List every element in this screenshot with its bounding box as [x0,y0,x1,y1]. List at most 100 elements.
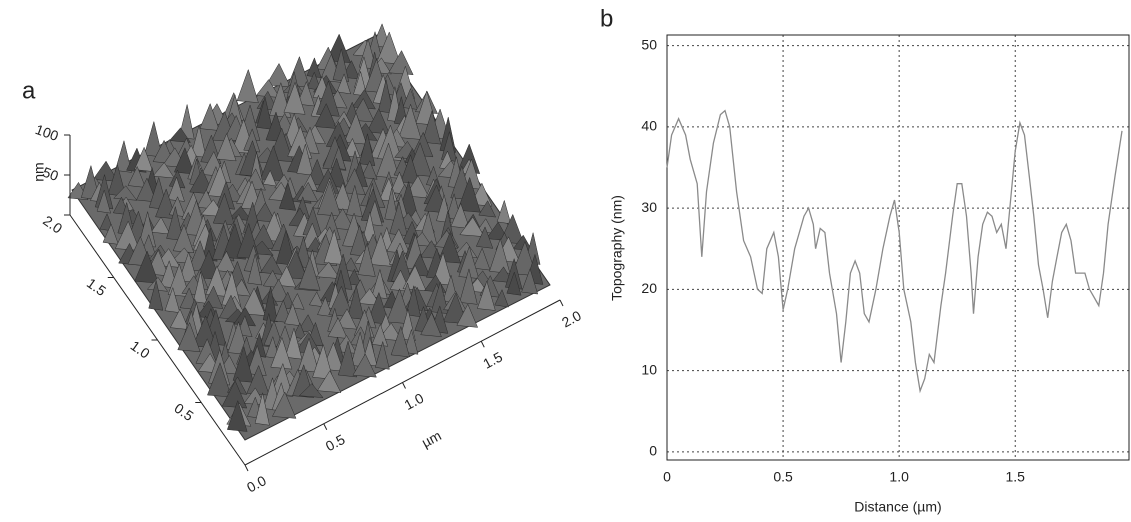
surface-peak [403,328,419,355]
surface-peak [405,285,421,318]
y-tick-label: 30 [641,199,657,215]
surface-peak [420,311,442,338]
surface-peak [254,392,270,426]
surface-peak [298,256,321,291]
profile-line [666,109,1123,394]
x-tick-label: 1.5 [1006,469,1026,485]
x-tick-label: 0 [663,469,671,485]
surface-peak [343,111,367,145]
surface-peak [367,291,390,325]
surface-peak [226,399,248,432]
surface-peak [215,132,237,162]
x-tick [402,382,406,389]
surface-peak [298,383,324,398]
surface-peak [317,296,333,317]
surface-peak [144,120,163,158]
surface-peak [384,187,399,222]
surface-peak [312,343,334,380]
surface-peak [336,73,352,95]
surface-peak [271,391,297,419]
surface-peak [357,242,376,277]
surface-peak [262,169,277,187]
surface-peak [377,79,394,114]
surface-peak [196,249,221,280]
surface-peak [496,199,512,225]
surface-peak [315,261,341,279]
surface-peak [353,70,368,97]
surface-peak [432,251,453,286]
surface-peak [215,250,237,273]
x-tick-label: 0.5 [323,431,348,454]
surface-peak [361,160,378,180]
panel-label: b [600,5,613,32]
surface-peak [386,288,412,325]
surface-peak [296,80,315,107]
surface-peak [459,216,485,237]
plot-frame [666,34,1130,461]
surface-peak [169,308,190,330]
surface-peak [314,102,338,129]
surface-peak [177,321,201,353]
surface-peak [388,50,414,76]
surface-peak [178,251,198,283]
surface-peak [256,96,273,130]
surface-peak [236,68,259,103]
surface-peak [349,224,369,257]
surface-peak [207,362,232,398]
surface-peak [400,153,420,185]
surface-peak [398,103,422,140]
profile-chart: b 0 10 20 30 40 50 0 0.5 1.0 1.5 Distance (µm) Topog… [600,5,1130,515]
surface-peak [378,322,403,342]
surface-peak [102,223,119,245]
surface-peak [337,340,358,378]
surface-peak [369,231,392,267]
surface-peak [306,71,322,91]
surface-peak [308,291,324,308]
surface-peak [335,308,358,330]
x-tick [480,341,485,348]
y-tick-label: 0.5 [171,400,196,424]
surface-peak [292,322,307,340]
surface-peak [283,81,306,115]
y-axis-label: Topography (nm) [609,195,625,301]
surface-peak [317,370,342,393]
surface-peak [475,226,494,249]
surface-peak [476,280,496,311]
y-tick-label: 2.0 [40,212,65,236]
surface-peak [357,288,381,306]
surface-peak [456,303,479,328]
surface-peak [150,216,171,235]
surface-peak [352,353,377,378]
surface-peak [343,137,361,158]
surface-peak [421,109,442,145]
surface-peak [390,325,410,358]
surface-peak [506,271,522,296]
x-tick-label: 1.0 [402,390,427,413]
y-tick-label: 1.5 [84,275,109,299]
surface-peak [376,31,401,65]
surface-peak [115,139,133,173]
x-tick [244,464,249,472]
surface-peak [472,247,491,271]
surface-peak [511,240,537,276]
x-tick-label: 1.5 [480,348,505,371]
surface-peak [167,263,190,297]
y-tick-label: 20 [641,280,657,296]
x-tick [323,423,328,430]
y-tick-label: 0 [649,443,657,459]
surface-peak [329,207,355,231]
surface-peak [366,108,390,135]
x-axis-label: Distance (µm) [854,499,941,515]
x-tick-label: 1.0 [889,469,909,485]
surface-peak [247,254,263,286]
surface-peak [296,143,314,176]
y-tick-label: 10 [641,361,657,377]
surface-peak [457,176,481,213]
surface-peak [276,265,297,288]
x-tick-label: 0.5 [773,469,793,485]
surface-peak [134,250,159,284]
surface-peak [148,280,164,311]
surface-peak [240,287,266,316]
surface-peak [221,380,248,409]
x-axis-label: µm [419,427,444,450]
